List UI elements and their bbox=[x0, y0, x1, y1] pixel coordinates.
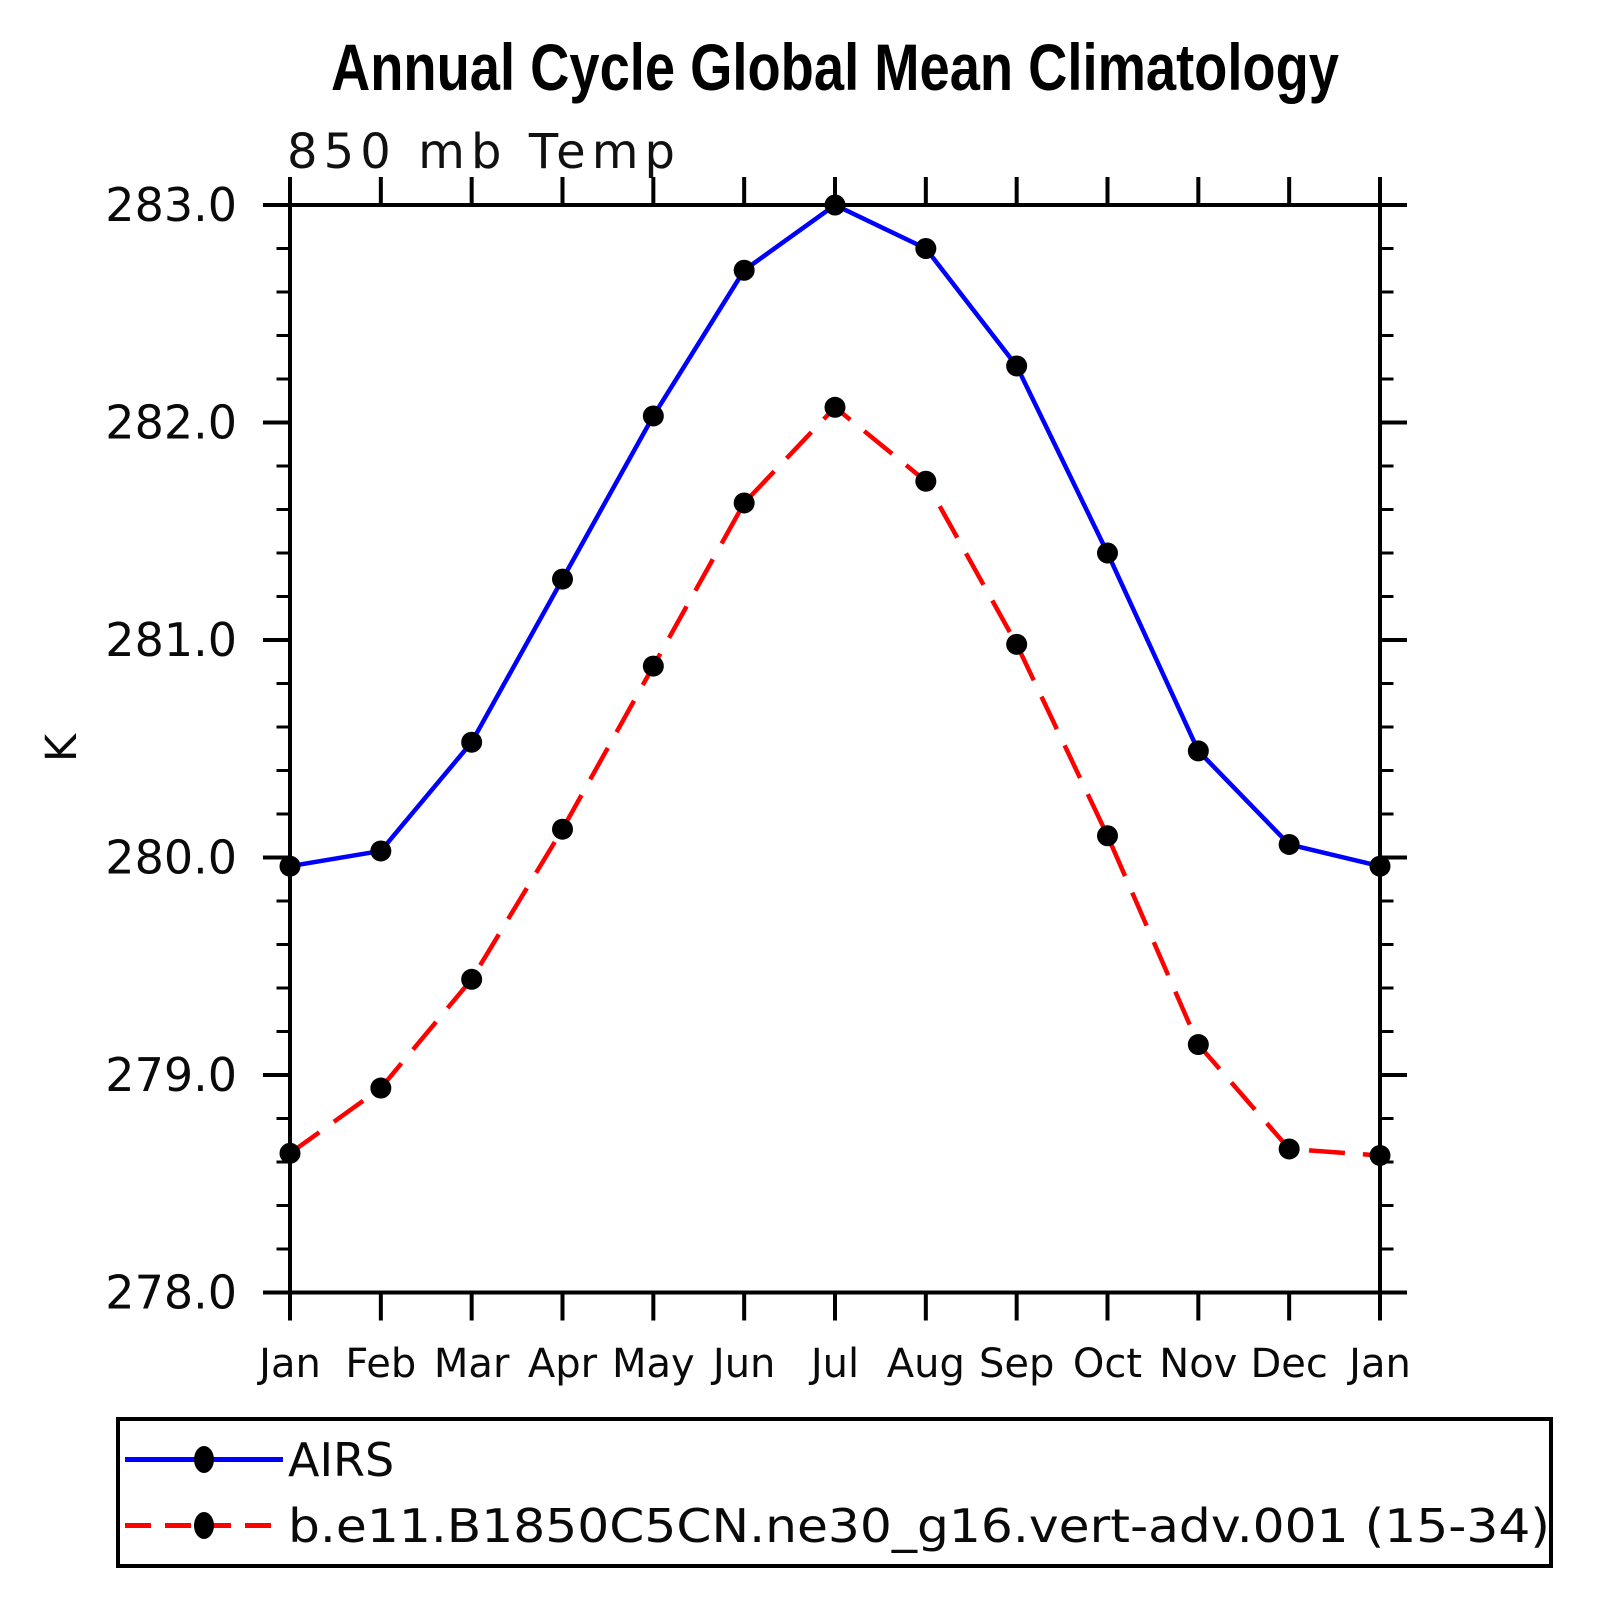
legend-label-model: b.e11.B1850C5CN.ne30_g16.vert-adv.001 (1… bbox=[288, 1499, 1550, 1553]
legend-box: AIRS b.e11.B1850C5CN.ne30_g16.vert-adv.0… bbox=[116, 1417, 1553, 1568]
marker-AIRS-Oct-9 bbox=[1097, 542, 1118, 564]
y-axis-label: K bbox=[37, 732, 87, 762]
marker-b-Jun-5 bbox=[733, 492, 755, 514]
axis-tick-labels: 278.0 279.0 280.0 281.0 282.0 283.0 Jan Feb Mar A… bbox=[105, 178, 1411, 1387]
axis-ticks bbox=[263, 177, 1407, 1321]
series-line-AIRS bbox=[289, 202, 1381, 869]
legend-frame bbox=[116, 1417, 1553, 1568]
legend-label-airs: AIRS bbox=[288, 1433, 394, 1487]
marker-b-Mar-2 bbox=[461, 968, 483, 990]
marker-b-Oct-9 bbox=[1097, 825, 1118, 847]
x-tick-label-12-Jan: Jan bbox=[1346, 1341, 1411, 1387]
legend-marker-dot bbox=[194, 1446, 214, 1473]
chart-title: Annual Cycle Global Mean Climatology bbox=[331, 30, 1339, 104]
legend-item-model: b.e11.B1850C5CN.ne30_g16.vert-adv.001 (1… bbox=[125, 1499, 1550, 1553]
y-tick-label-280.0: 280.0 bbox=[105, 831, 237, 885]
y-tick-label-278.0: 278.0 bbox=[105, 1266, 237, 1320]
marker-AIRS-May-4 bbox=[642, 405, 664, 427]
marker-b-Sep-8 bbox=[1006, 633, 1028, 655]
x-tick-label-10-Nov: Nov bbox=[1159, 1341, 1237, 1387]
x-tick-label-2-Mar: Mar bbox=[434, 1341, 510, 1387]
data-series bbox=[279, 194, 1391, 1166]
x-tick-label-7-Aug: Aug bbox=[887, 1341, 965, 1387]
marker-b-May-4 bbox=[642, 655, 664, 677]
marker-b-Dec-11 bbox=[1278, 1138, 1300, 1160]
chart-subtitle: 850 mb Temp bbox=[287, 124, 675, 180]
series-line-b bbox=[288, 404, 1381, 1158]
legend-item-airs: AIRS bbox=[125, 1433, 394, 1487]
y-tick-label-279.0: 279.0 bbox=[105, 1048, 237, 1102]
marker-AIRS-Nov-10 bbox=[1187, 740, 1209, 762]
marker-AIRS-Feb-1 bbox=[370, 840, 392, 862]
marker-b-Feb-1 bbox=[370, 1077, 392, 1099]
x-tick-label-3-Apr: Apr bbox=[528, 1341, 598, 1387]
marker-AIRS-Mar-2 bbox=[461, 731, 483, 753]
y-tick-label-282.0: 282.0 bbox=[105, 396, 237, 450]
x-tick-label-6-Jul: Jul bbox=[808, 1341, 859, 1387]
x-tick-label-5-Jun: Jun bbox=[710, 1341, 776, 1387]
y-tick-label-281.0: 281.0 bbox=[105, 613, 237, 667]
x-tick-label-9-Oct: Oct bbox=[1073, 1341, 1142, 1387]
marker-AIRS-Apr-3 bbox=[552, 568, 573, 590]
marker-AIRS-Dec-11 bbox=[1278, 833, 1300, 855]
marker-b-Nov-10 bbox=[1187, 1034, 1209, 1056]
plot-frame bbox=[288, 203, 1382, 1295]
marker-b-Aug-7 bbox=[915, 470, 937, 492]
x-tick-label-8-Sep: Sep bbox=[979, 1341, 1054, 1387]
y-tick-label-283.0: 283.0 bbox=[105, 178, 237, 232]
x-tick-label-0-Jan: Jan bbox=[256, 1341, 321, 1387]
marker-b-Apr-3 bbox=[552, 818, 573, 840]
marker-b-Jul-6 bbox=[824, 396, 846, 418]
x-tick-label-4-May: May bbox=[612, 1341, 695, 1387]
x-tick-label-1-Feb: Feb bbox=[345, 1341, 416, 1387]
marker-AIRS-Jun-5 bbox=[733, 259, 755, 281]
x-tick-label-11-Dec: Dec bbox=[1250, 1341, 1327, 1387]
marker-AIRS-Aug-7 bbox=[915, 238, 937, 259]
marker-AIRS-Sep-8 bbox=[1006, 355, 1028, 377]
legend-marker-dot bbox=[194, 1512, 214, 1539]
